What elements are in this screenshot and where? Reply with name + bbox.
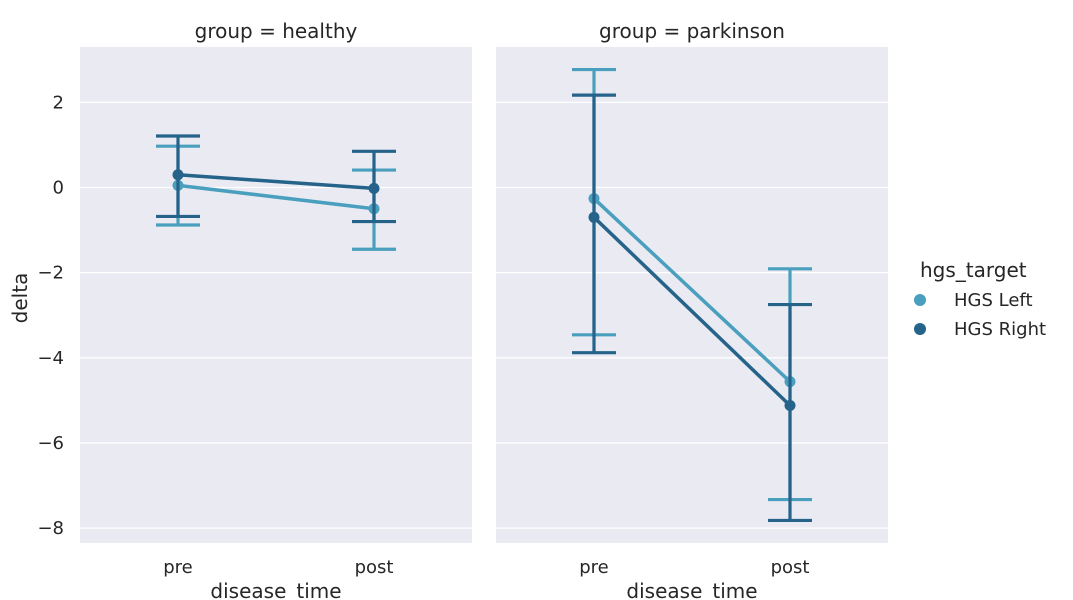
y-tick-label: 0 xyxy=(53,177,64,198)
legend: hgs_target HGS Left HGS Right xyxy=(914,258,1046,340)
legend-entry: HGS Left xyxy=(914,290,1033,311)
series-line xyxy=(177,183,375,211)
legend-entry: HGS Right xyxy=(914,319,1046,340)
series-hgs-right xyxy=(572,93,812,523)
x-axis-label: disease_time xyxy=(626,579,757,600)
facet-2: group = parkinson pre post disease_time xyxy=(496,19,888,600)
legend-label: HGS Left xyxy=(954,290,1033,311)
data-point xyxy=(368,182,380,194)
x-tick-label: post xyxy=(355,557,394,578)
legend-marker xyxy=(914,323,926,335)
y-tick-label: −8 xyxy=(37,518,64,539)
y-tick-label: −4 xyxy=(37,348,64,369)
y-tick-label: −6 xyxy=(37,433,64,454)
x-tick-label: post xyxy=(771,557,810,578)
series-hgs-right xyxy=(156,134,396,224)
y-tick-label: −2 xyxy=(37,263,64,284)
x-tick-label: pre xyxy=(579,557,609,578)
y-tick-labels: 2 0 −2 −4 −6 −8 xyxy=(37,92,64,539)
x-tick-label: pre xyxy=(163,557,193,578)
y-tick-label: 2 xyxy=(53,92,64,113)
facet-1: group = healthy pre post disease_time xyxy=(80,19,472,600)
facet-title: group = healthy xyxy=(195,19,358,43)
data-point xyxy=(784,399,796,411)
data-point xyxy=(588,211,600,223)
facet-title: group = parkinson xyxy=(599,19,785,43)
facet-background xyxy=(496,47,888,543)
legend-label: HGS Right xyxy=(954,319,1046,340)
facet-background xyxy=(80,47,472,543)
series-line xyxy=(177,172,375,191)
data-point xyxy=(172,169,184,181)
y-axis-label: delta xyxy=(8,273,32,324)
legend-marker xyxy=(914,294,926,306)
series-line xyxy=(592,197,792,383)
series-line xyxy=(592,216,792,407)
x-axis-label: disease_time xyxy=(210,579,341,600)
legend-title: hgs_target xyxy=(920,258,1027,282)
